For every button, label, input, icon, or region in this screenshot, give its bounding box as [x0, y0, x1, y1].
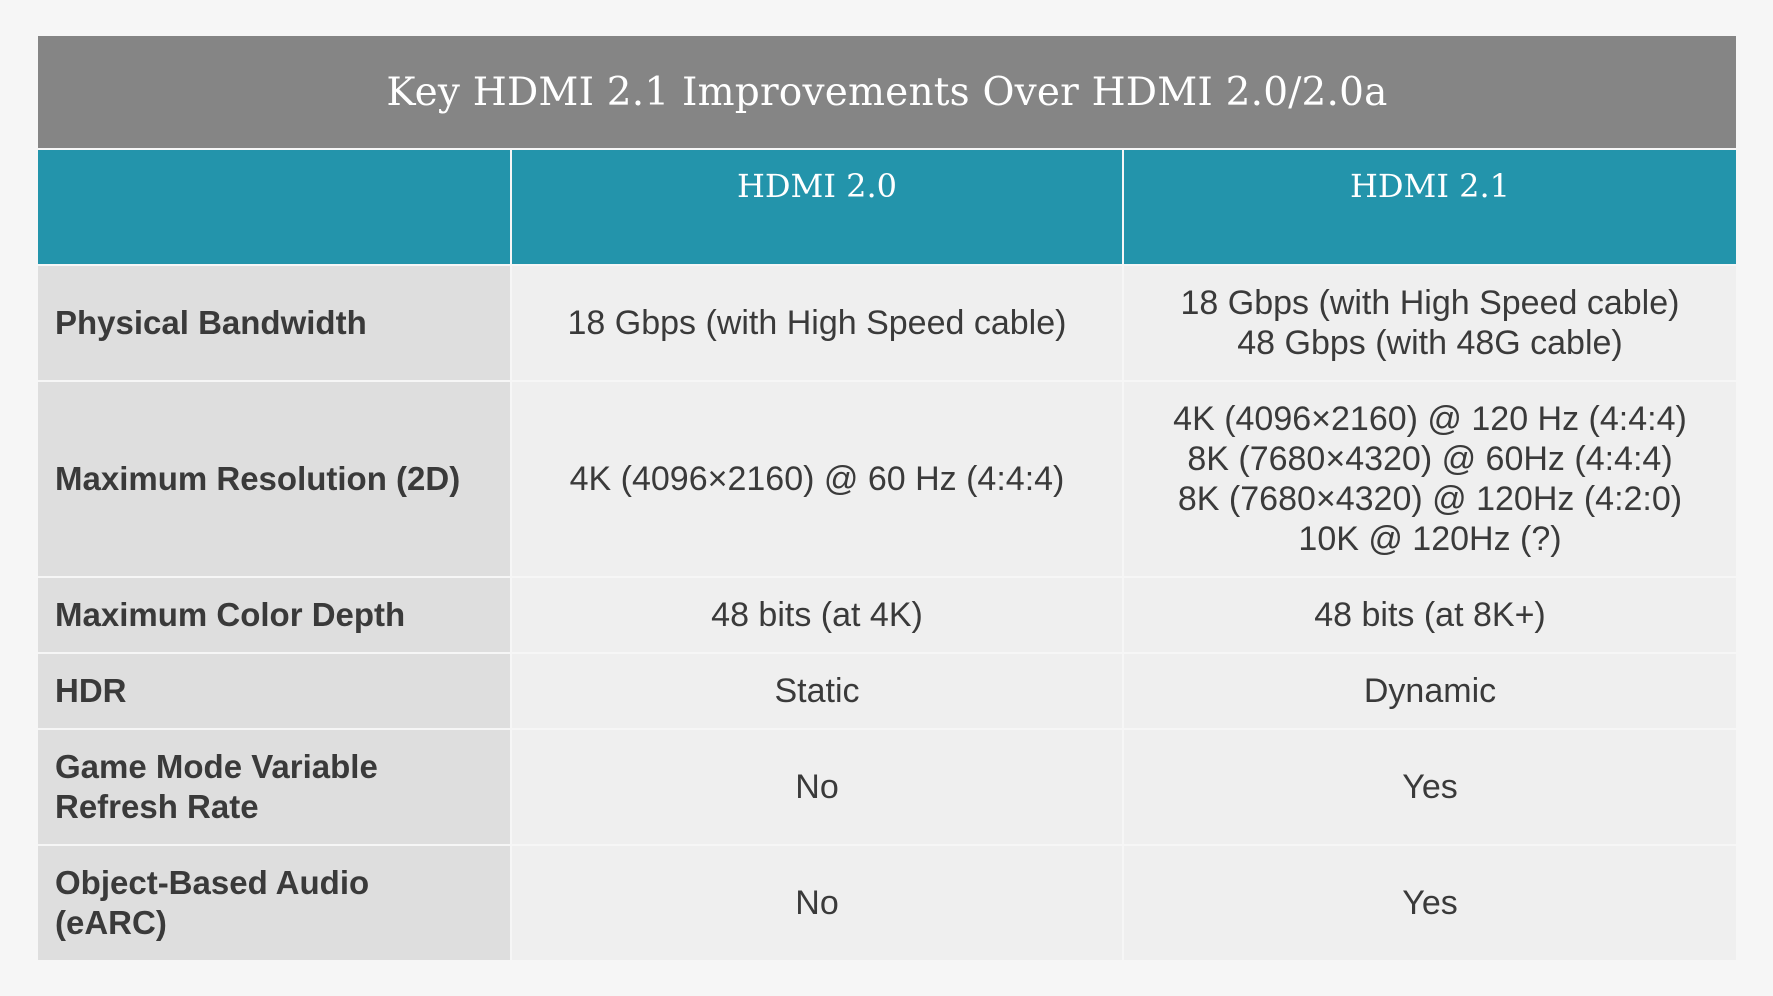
label-line: Object-Based Audio	[55, 864, 370, 901]
value-line: 4K (4096×2160) @ 60 Hz (4:4:4)	[569, 460, 1065, 498]
row-label: Game Mode Variable Refresh Rate	[38, 729, 512, 846]
hdmi-2-1-value: Yes	[1123, 845, 1736, 962]
comparison-panel: Key HDMI 2.1 Improvements Over HDMI 2.0/…	[38, 36, 1736, 962]
value-line: 8K (7680×4320) @ 120Hz (4:2:0)	[1177, 480, 1683, 518]
header-cell-hdmi-2-1: HDMI 2.1	[1123, 150, 1736, 266]
table-row: Physical Bandwidth 18 Gbps (with High Sp…	[38, 265, 1736, 382]
header-cell-empty	[38, 150, 512, 266]
value-line: No	[795, 884, 839, 922]
hdmi-2-0-value: Static	[511, 653, 1124, 730]
value-line: Yes	[1402, 884, 1458, 922]
row-label: HDR	[38, 653, 512, 730]
value-line: Static	[774, 672, 860, 710]
table-row: Maximum Resolution (2D) 4K (4096×2160) @…	[38, 381, 1736, 578]
value-line: Yes	[1402, 768, 1458, 806]
value-line: No	[795, 768, 839, 806]
hdmi-2-1-value: 18 Gbps (with High Speed cable) 48 Gbps …	[1123, 265, 1736, 382]
row-label: Object-Based Audio (eARC)	[38, 845, 512, 962]
hdmi-2-0-value: 4K (4096×2160) @ 60 Hz (4:4:4)	[511, 381, 1124, 578]
value-line: 48 bits (at 4K)	[711, 596, 923, 634]
table-row: Object-Based Audio (eARC) No Yes	[38, 845, 1736, 962]
label-line: Refresh Rate	[55, 788, 259, 825]
table-row: HDR Static Dynamic	[38, 653, 1736, 730]
value-line: 48 bits (at 8K+)	[1314, 596, 1546, 634]
comparison-table: HDMI 2.0 HDMI 2.1 Physical Bandwidth 18 …	[38, 150, 1736, 962]
value-line: 10K @ 120Hz (?)	[1298, 520, 1562, 558]
hdmi-2-1-value: Dynamic	[1123, 653, 1736, 730]
table-row: Game Mode Variable Refresh Rate No Yes	[38, 729, 1736, 846]
value-line: 18 Gbps (with High Speed cable)	[1180, 284, 1680, 322]
table-row: Maximum Color Depth 48 bits (at 4K) 48 b…	[38, 577, 1736, 654]
header-row: HDMI 2.0 HDMI 2.1	[38, 150, 1736, 266]
hdmi-2-1-value: 48 bits (at 8K+)	[1123, 577, 1736, 654]
row-label: Maximum Color Depth	[38, 577, 512, 654]
hdmi-2-1-value: 4K (4096×2160) @ 120 Hz (4:4:4) 8K (7680…	[1123, 381, 1736, 578]
value-line: Dynamic	[1363, 672, 1497, 710]
hdmi-2-0-value: No	[511, 845, 1124, 962]
label-line: Game Mode Variable	[55, 748, 378, 785]
value-line: 8K (7680×4320) @ 60Hz (4:4:4)	[1187, 440, 1673, 478]
header-cell-hdmi-2-0: HDMI 2.0	[511, 150, 1124, 266]
page-title: Key HDMI 2.1 Improvements Over HDMI 2.0/…	[386, 69, 1388, 115]
label-line: (eARC)	[55, 904, 167, 941]
value-line: 4K (4096×2160) @ 120 Hz (4:4:4)	[1173, 400, 1687, 438]
row-label: Maximum Resolution (2D)	[38, 381, 512, 578]
hdmi-2-0-value: 48 bits (at 4K)	[511, 577, 1124, 654]
value-line: 18 Gbps (with High Speed cable)	[567, 304, 1067, 342]
value-line: 48 Gbps (with 48G cable)	[1237, 324, 1623, 362]
hdmi-2-1-value: Yes	[1123, 729, 1736, 846]
title-bar: Key HDMI 2.1 Improvements Over HDMI 2.0/…	[38, 36, 1736, 150]
hdmi-2-0-value: No	[511, 729, 1124, 846]
row-label: Physical Bandwidth	[38, 265, 512, 382]
hdmi-2-0-value: 18 Gbps (with High Speed cable)	[511, 265, 1124, 382]
